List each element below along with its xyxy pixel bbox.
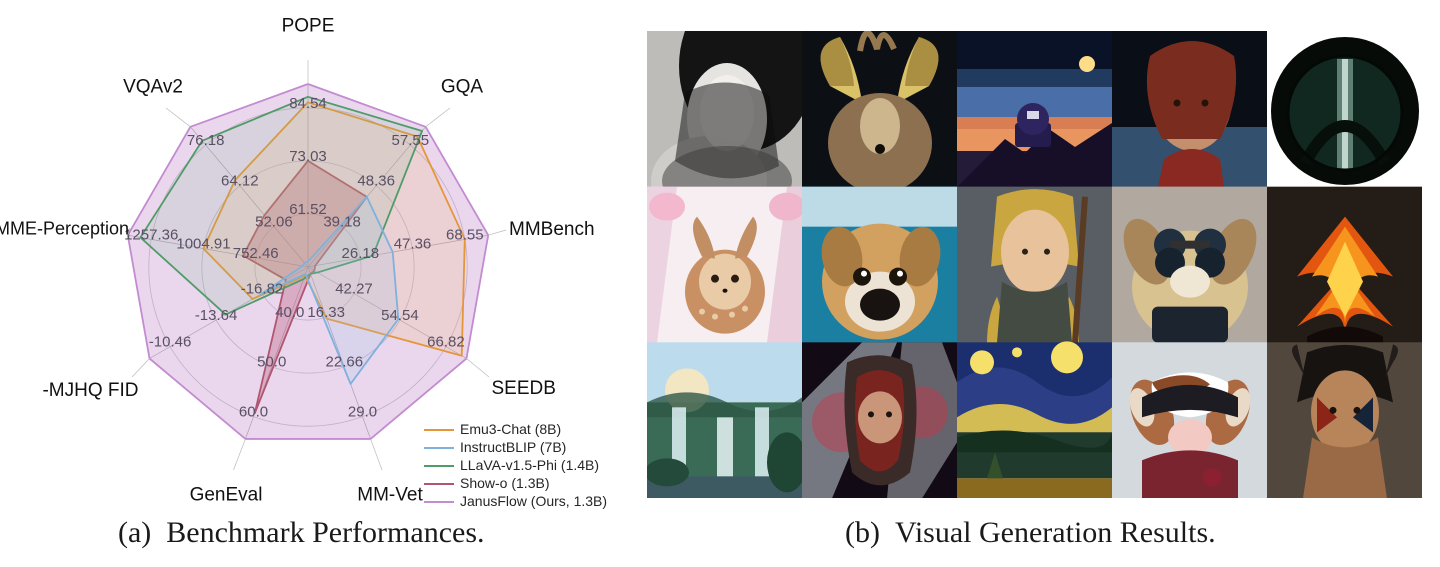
svg-text:50.0: 50.0: [257, 354, 286, 371]
svg-text:29.0: 29.0: [348, 404, 377, 421]
svg-text:752.46: 752.46: [233, 245, 279, 262]
svg-text:VQAv2: VQAv2: [123, 77, 183, 98]
svg-text:Emu3-Chat (8B): Emu3-Chat (8B): [460, 421, 561, 437]
svg-text:60.0: 60.0: [239, 404, 268, 421]
svg-text:39.18: 39.18: [323, 213, 361, 230]
svg-text:GenEval: GenEval: [190, 485, 263, 506]
svg-text:64.12: 64.12: [221, 173, 259, 190]
svg-text:POPE: POPE: [282, 16, 335, 37]
svg-text:MM-Vet: MM-Vet: [357, 485, 423, 506]
svg-text:1257.36: 1257.36: [124, 226, 178, 243]
svg-text:26.18: 26.18: [342, 245, 380, 262]
svg-text:54.54: 54.54: [381, 307, 419, 324]
svg-text:GQA: GQA: [441, 77, 484, 98]
svg-text:73.03: 73.03: [289, 148, 327, 165]
svg-text:16.33: 16.33: [307, 304, 345, 321]
svg-text:76.18: 76.18: [187, 132, 225, 149]
svg-text:InstructBLIP (7B): InstructBLIP (7B): [460, 439, 566, 455]
svg-text:22.66: 22.66: [326, 354, 364, 371]
svg-text:-16.82: -16.82: [241, 281, 284, 298]
svg-text:MMBench: MMBench: [509, 219, 595, 240]
svg-text:-10.46: -10.46: [149, 334, 192, 351]
svg-text:57.55: 57.55: [392, 132, 430, 149]
svg-text:SEEDB: SEEDB: [492, 378, 556, 399]
svg-text:84.54: 84.54: [289, 95, 327, 112]
svg-text:52.06: 52.06: [255, 213, 293, 230]
svg-text:1004.91: 1004.91: [176, 236, 230, 253]
svg-text:40.0: 40.0: [275, 304, 304, 321]
svg-text:LLaVA-v1.5-Phi (1.4B): LLaVA-v1.5-Phi (1.4B): [460, 457, 599, 473]
svg-text:66.82: 66.82: [427, 334, 465, 351]
svg-text:JanusFlow (Ours, 1.3B): JanusFlow (Ours, 1.3B): [460, 493, 607, 509]
svg-text:47.36: 47.36: [394, 236, 432, 253]
svg-text:61.52: 61.52: [289, 201, 327, 218]
svg-text:48.36: 48.36: [357, 173, 395, 190]
svg-text:42.27: 42.27: [335, 281, 373, 298]
svg-text:68.55: 68.55: [446, 226, 484, 243]
svg-text:-13.64: -13.64: [195, 307, 238, 324]
svg-text:-MJHQ FID: -MJHQ FID: [42, 380, 138, 401]
svg-text:Show-o (1.3B): Show-o (1.3B): [460, 475, 549, 491]
svg-text:MME-Perception: MME-Perception: [0, 219, 129, 239]
